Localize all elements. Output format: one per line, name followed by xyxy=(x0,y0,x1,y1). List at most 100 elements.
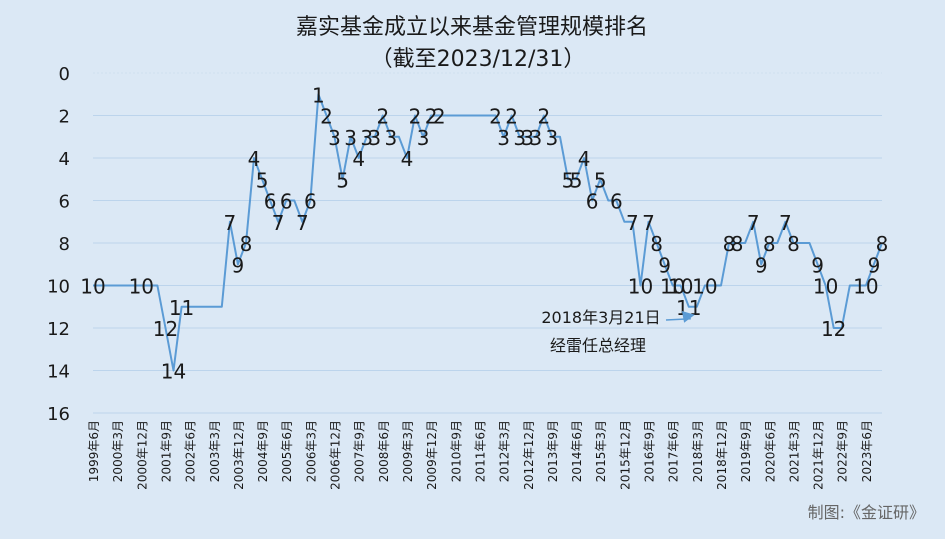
data-label: 10 xyxy=(129,275,154,299)
x-tick-label: 2000年12月 xyxy=(135,420,149,490)
x-tick-label: 2011年6月 xyxy=(473,420,487,482)
data-label: 11 xyxy=(169,296,194,320)
x-tick-label: 2008年6月 xyxy=(377,420,391,482)
data-label: 4 xyxy=(352,147,365,171)
data-label: 6 xyxy=(280,190,293,214)
y-tick-label: 8 xyxy=(59,234,70,255)
data-label: 14 xyxy=(161,360,186,384)
data-label: 3 xyxy=(546,126,559,150)
data-label: 8 xyxy=(787,232,800,256)
x-tick-label: 2003年3月 xyxy=(208,420,222,482)
x-tick-label: 2002年6月 xyxy=(184,420,198,482)
data-label: 7 xyxy=(272,211,285,235)
data-label: 7 xyxy=(296,211,309,235)
data-label: 7 xyxy=(224,211,237,235)
data-label: 2 xyxy=(433,105,446,129)
y-axis-ticks: 0 2 4 6 8 10 12 14 16 xyxy=(47,64,70,425)
data-label: 8 xyxy=(650,232,663,256)
data-label: 7 xyxy=(747,211,760,235)
x-tick-label: 2018年12月 xyxy=(715,420,729,490)
x-tick-label: 2019年9月 xyxy=(739,420,753,482)
data-label: 3 xyxy=(521,126,534,150)
annotation: 2018年3月21日 经雷任总经理 xyxy=(541,308,695,355)
data-label: 10 xyxy=(628,275,653,299)
x-tick-label: 2006年3月 xyxy=(304,420,318,482)
data-label: 12 xyxy=(821,317,846,341)
data-label: 9 xyxy=(232,253,245,277)
data-label: 9 xyxy=(755,253,768,277)
series-rank xyxy=(93,93,883,372)
data-label: 4 xyxy=(248,147,261,171)
data-label: 9 xyxy=(811,253,824,277)
data-label: 6 xyxy=(610,190,623,214)
data-label: 10 xyxy=(853,275,878,299)
data-label: 5 xyxy=(594,168,607,192)
data-label: 1 xyxy=(312,83,325,107)
data-label: 3 xyxy=(368,126,381,150)
data-label: 8 xyxy=(731,232,744,256)
x-tick-label: 2005年6月 xyxy=(280,420,294,482)
source-note: 制图:《金证研》 xyxy=(808,503,925,522)
x-tick-label: 2000年3月 xyxy=(111,420,125,482)
data-label: 7 xyxy=(642,211,655,235)
x-tick-label: 2010年9月 xyxy=(449,420,463,482)
data-label: 2 xyxy=(505,105,518,129)
data-label: 2 xyxy=(409,105,422,129)
chart-subtitle: （截至2023/12/31） xyxy=(371,47,586,72)
data-label: 10 xyxy=(660,275,685,299)
annotation-event: 经雷任总经理 xyxy=(550,336,646,355)
data-label: 8 xyxy=(240,232,253,256)
x-tick-label: 2016年9月 xyxy=(643,420,657,482)
data-label: 2 xyxy=(320,105,333,129)
x-tick-label: 2004年9月 xyxy=(256,420,270,482)
data-label: 3 xyxy=(360,126,373,150)
data-label: 10 xyxy=(668,275,693,299)
y-tick-label: 12 xyxy=(47,319,70,340)
data-label: 9 xyxy=(868,253,881,277)
x-tick-label: 2022年9月 xyxy=(836,420,850,482)
data-label: 6 xyxy=(586,190,599,214)
data-label: 2 xyxy=(425,105,438,129)
data-label: 8 xyxy=(876,232,889,256)
data-label: 8 xyxy=(763,232,776,256)
y-tick-label: 14 xyxy=(47,362,70,383)
data-label: 2 xyxy=(489,105,502,129)
data-label: 5 xyxy=(570,168,583,192)
data-label: 2 xyxy=(376,105,389,129)
y-tick-label: 6 xyxy=(59,192,70,213)
data-label: 3 xyxy=(529,126,542,150)
x-tick-label: 2021年3月 xyxy=(787,420,801,482)
y-tick-label: 4 xyxy=(59,149,70,170)
x-tick-label: 2018年3月 xyxy=(691,420,705,482)
data-label: 8 xyxy=(723,232,736,256)
x-tick-label: 2014年6月 xyxy=(570,420,584,482)
data-label: 6 xyxy=(264,190,277,214)
y-tick-label: 10 xyxy=(47,277,70,298)
data-label: 5 xyxy=(256,168,269,192)
x-tick-label: 2012年3月 xyxy=(498,420,512,482)
data-label: 10 xyxy=(813,275,838,299)
data-label: 12 xyxy=(153,317,178,341)
data-label: 3 xyxy=(497,126,510,150)
y-tick-label: 2 xyxy=(59,107,70,128)
x-tick-label: 2021年12月 xyxy=(812,420,826,490)
data-label: 3 xyxy=(417,126,430,150)
x-tick-label: 2009年3月 xyxy=(401,420,415,482)
chart-title: 嘉实基金成立以来基金管理规模排名 xyxy=(296,15,648,40)
x-tick-label: 2023年6月 xyxy=(860,420,874,482)
data-label: 4 xyxy=(578,147,591,171)
x-tick-label: 2012年12月 xyxy=(522,420,536,490)
data-label: 10 xyxy=(692,275,717,299)
data-label: 4 xyxy=(401,147,414,171)
data-label: 7 xyxy=(626,211,639,235)
data-label: 5 xyxy=(336,168,349,192)
x-tick-label: 2015年12月 xyxy=(618,420,632,490)
x-tick-label: 2003年12月 xyxy=(232,420,246,490)
data-label: 5 xyxy=(562,168,575,192)
annotation-date: 2018年3月21日 xyxy=(541,308,660,327)
data-label: 3 xyxy=(344,126,357,150)
